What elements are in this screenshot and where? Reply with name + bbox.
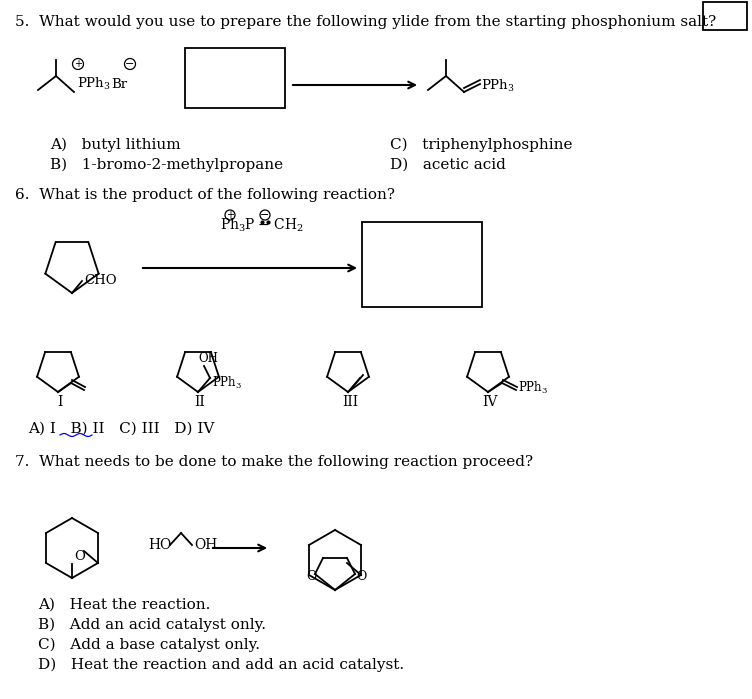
Text: CHO: CHO — [84, 275, 117, 287]
Text: O: O — [74, 549, 85, 563]
Text: B)   Add an acid catalyst only.: B) Add an acid catalyst only. — [38, 618, 266, 633]
Text: +: + — [226, 210, 234, 220]
Text: A) I   B) II   C) III   D) IV: A) I B) II C) III D) IV — [28, 422, 214, 436]
Text: III: III — [342, 395, 358, 409]
Text: HO: HO — [148, 538, 171, 552]
Text: 6.  What is the product of the following reaction?: 6. What is the product of the following … — [15, 188, 395, 202]
Text: $\mathregular{Ph_3P-\,CH_2}$: $\mathregular{Ph_3P-\,CH_2}$ — [220, 216, 304, 233]
Text: D)   acetic acid: D) acetic acid — [390, 158, 506, 172]
Bar — [362, 222, 482, 307]
Text: O: O — [306, 570, 317, 582]
Text: A)   butyl lithium: A) butyl lithium — [50, 138, 180, 152]
Text: OH: OH — [198, 352, 218, 364]
Text: 7.  What needs to be done to make the following reaction proceed?: 7. What needs to be done to make the fol… — [15, 455, 533, 469]
Text: IV: IV — [482, 395, 498, 409]
Text: +: + — [74, 59, 82, 69]
Text: C)   triphenylphosphine: C) triphenylphosphine — [390, 138, 572, 152]
Bar — [185, 48, 285, 108]
Text: −: − — [260, 210, 270, 220]
Text: C)   Add a base catalyst only.: C) Add a base catalyst only. — [38, 638, 260, 652]
Text: $\mathregular{PPh_3}$: $\mathregular{PPh_3}$ — [481, 78, 514, 94]
Text: I: I — [57, 395, 62, 409]
Text: $\mathregular{PPh_3}$: $\mathregular{PPh_3}$ — [518, 380, 548, 396]
Text: D)   Heat the reaction and add an acid catalyst.: D) Heat the reaction and add an acid cat… — [38, 658, 404, 672]
Bar — [703, 2, 747, 30]
Text: O: O — [356, 570, 366, 582]
Text: 5.  What would you use to prepare the following ylide from the starting phosphon: 5. What would you use to prepare the fol… — [15, 15, 716, 29]
Text: B)   1-bromo-2-methylpropane: B) 1-bromo-2-methylpropane — [50, 158, 283, 173]
Text: OH: OH — [194, 538, 217, 552]
Text: $\mathregular{PPh_3}$: $\mathregular{PPh_3}$ — [77, 76, 111, 92]
Text: −: − — [126, 59, 135, 69]
Text: Br: Br — [111, 78, 127, 90]
Text: A)   Heat the reaction.: A) Heat the reaction. — [38, 598, 211, 612]
Text: $\mathregular{PPh_3}$: $\mathregular{PPh_3}$ — [212, 375, 242, 391]
Text: II: II — [195, 395, 205, 409]
